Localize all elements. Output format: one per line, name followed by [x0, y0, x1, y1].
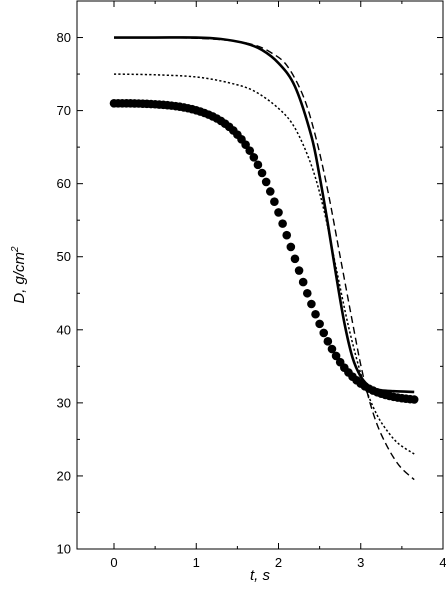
data-point: [323, 337, 333, 346]
data-point: [270, 197, 279, 207]
y-tick-label: 10: [57, 542, 71, 557]
y-tick-label: 30: [57, 395, 71, 410]
y-tick-label: 80: [57, 30, 71, 45]
data-point: [409, 395, 419, 404]
series-markers: [109, 98, 419, 404]
plot-frame: [76, 0, 444, 550]
data-point: [294, 266, 304, 275]
data-point: [331, 351, 341, 361]
data-point: [298, 277, 308, 287]
series-line-solid: [114, 36, 415, 394]
y-axis-title-main: D, g/cm: [11, 252, 28, 304]
data-point: [261, 177, 271, 187]
y-tick-label: 40: [57, 322, 71, 337]
data-point: [286, 242, 296, 252]
x-axis-title: t, s: [250, 567, 271, 584]
tick-labels: 0 1 2 3 4 10 20 30 40 50 60 70 80: [57, 30, 446, 570]
x-tick-label: 2: [275, 555, 282, 570]
data-point: [282, 230, 292, 240]
y-tick-label: 70: [57, 103, 71, 118]
y-axis-title-sup: 2: [10, 246, 21, 253]
data-point: [307, 299, 316, 309]
data-point: [253, 160, 263, 170]
data-point: [257, 168, 267, 178]
series-layer: [109, 36, 419, 481]
data-point: [319, 328, 329, 338]
axis-ticks: [77, 1, 444, 550]
data-point: [278, 219, 287, 228]
y-tick-label: 50: [57, 249, 71, 264]
data-point: [249, 153, 259, 162]
y-tick-label: 20: [57, 468, 71, 483]
data-point: [241, 140, 250, 149]
y-tick-label: 60: [57, 176, 71, 191]
data-point: [290, 254, 300, 264]
data-point: [274, 208, 283, 217]
x-tick-label: 0: [110, 555, 117, 570]
data-point: [311, 309, 320, 319]
x-tick-label: 1: [193, 555, 200, 570]
data-point: [265, 187, 275, 196]
series-line-dashed: [114, 36, 415, 481]
data-point: [245, 146, 255, 155]
series-line-dotted: [113, 73, 415, 455]
x-tick-label: 4: [439, 555, 446, 570]
data-point: [315, 319, 324, 329]
data-point: [302, 288, 312, 298]
x-tick-label: 3: [357, 555, 364, 570]
data-point: [327, 344, 337, 354]
y-axis-title: D, g/cm2: [10, 246, 28, 304]
